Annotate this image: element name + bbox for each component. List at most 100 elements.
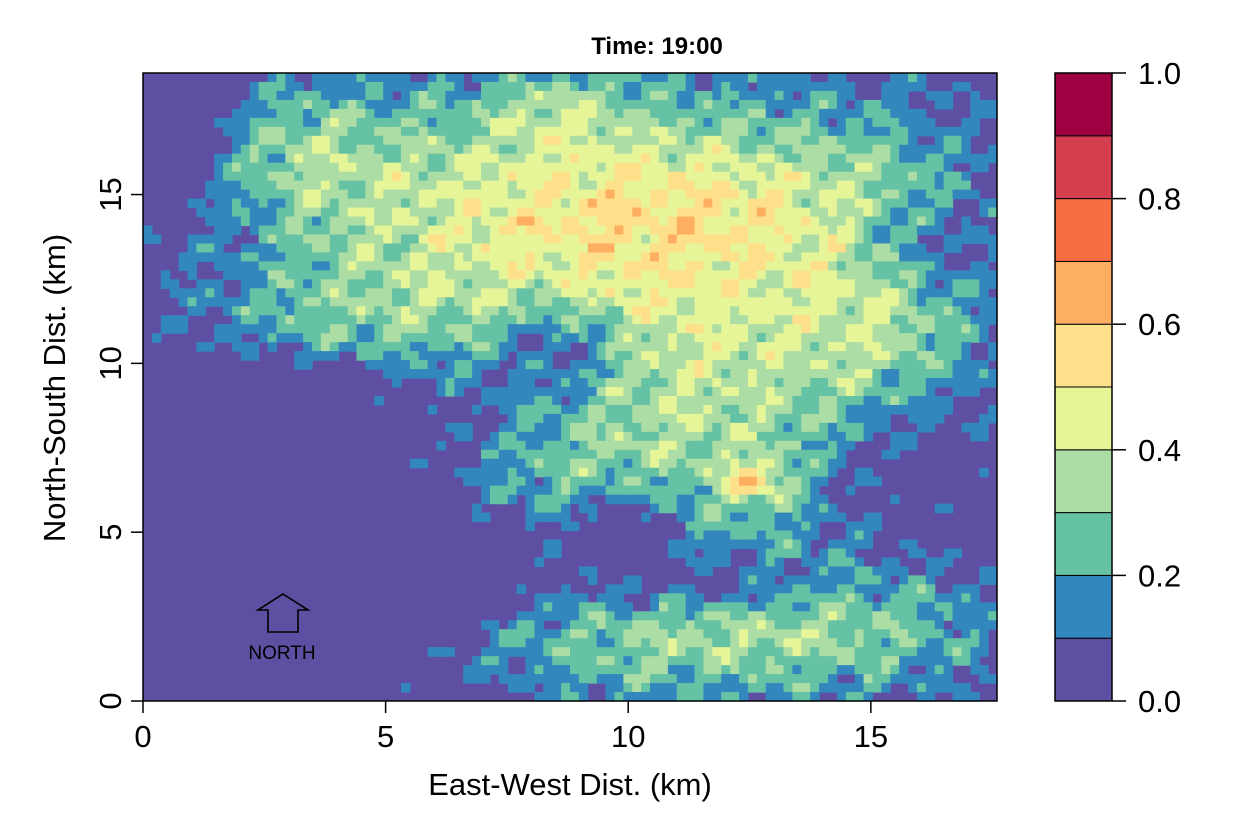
- contour-cell: [641, 440, 651, 451]
- contour-cell: [516, 135, 527, 146]
- contour-cell: [294, 252, 304, 262]
- contour-cell: [285, 81, 295, 92]
- contour-cell: [249, 117, 260, 128]
- contour-cell: [543, 503, 553, 514]
- contour-cell: [739, 99, 749, 110]
- contour-cell: [427, 90, 438, 101]
- contour-cell: [916, 333, 927, 343]
- contour-cell: [570, 611, 580, 621]
- contour-cell: [570, 665, 580, 675]
- contour-cell: [792, 467, 802, 478]
- contour-cell: [863, 674, 874, 684]
- contour-cell: [739, 180, 749, 191]
- contour-cell: [276, 153, 286, 164]
- contour-cell: [587, 117, 598, 128]
- contour-cell: [694, 656, 705, 666]
- contour-cell: [623, 584, 633, 594]
- contour-cell: [409, 198, 420, 209]
- contour-cell: [676, 369, 687, 379]
- contour-cell: [810, 656, 820, 666]
- contour-cell: [658, 81, 669, 92]
- contour-cell: [676, 611, 687, 621]
- contour-cell: [223, 306, 233, 316]
- contour-cell: [578, 413, 589, 424]
- contour-cell: [694, 665, 705, 675]
- contour-cell: [596, 593, 607, 603]
- contour-cell: [570, 162, 580, 173]
- contour-cell: [409, 108, 420, 119]
- contour-cell: [783, 216, 793, 227]
- contour-cell: [623, 431, 633, 442]
- contour-cell: [792, 593, 802, 603]
- contour-cell: [489, 297, 500, 307]
- contour-cell: [943, 144, 954, 155]
- contour-cell: [561, 162, 571, 173]
- contour-cell: [685, 126, 696, 137]
- contour-cell: [676, 198, 687, 209]
- contour-cell: [400, 333, 411, 343]
- contour-cell: [801, 656, 811, 666]
- contour-cell: [596, 638, 607, 648]
- contour-cell: [774, 279, 785, 289]
- contour-cell: [747, 440, 758, 451]
- contour-cell: [774, 593, 785, 603]
- contour-cell: [534, 99, 544, 110]
- contour-cell: [765, 512, 776, 523]
- contour-cell: [845, 369, 856, 379]
- contour-cell: [810, 135, 820, 146]
- contour-cell: [365, 117, 375, 128]
- contour-cell: [979, 665, 989, 675]
- contour-cell: [801, 575, 811, 585]
- contour-cell: [703, 503, 713, 514]
- contour-cell: [765, 395, 776, 406]
- contour-cell: [934, 674, 945, 684]
- contour-cell: [525, 153, 536, 164]
- contour-cell: [303, 90, 313, 101]
- contour-cell: [774, 656, 785, 666]
- contour-cell: [489, 476, 500, 487]
- contour-cell: [899, 90, 909, 101]
- contour-cell: [819, 467, 829, 478]
- contour-cell: [667, 189, 678, 200]
- contour-cell: [881, 315, 891, 325]
- contour-cell: [819, 135, 829, 146]
- contour-cell: [712, 494, 722, 505]
- contour-cell: [774, 647, 785, 657]
- contour-cell: [845, 351, 856, 361]
- contour-cell: [721, 593, 731, 603]
- contour-cell: [481, 333, 491, 343]
- contour-cell: [765, 692, 776, 702]
- contour-cell: [427, 324, 438, 334]
- contour-cell: [383, 261, 393, 271]
- contour-cell: [854, 647, 865, 657]
- contour-cell: [418, 81, 429, 92]
- contour-cell: [445, 171, 455, 182]
- contour-cell: [320, 117, 331, 128]
- contour-cell: [810, 189, 820, 200]
- contour-cell: [925, 126, 936, 137]
- contour-cell: [196, 234, 206, 245]
- contour-cell: [605, 449, 616, 460]
- contour-cell: [587, 279, 598, 289]
- contour-cell: [774, 90, 785, 101]
- contour-cell: [205, 234, 215, 245]
- contour-cell: [676, 180, 687, 191]
- contour-cell: [409, 369, 420, 379]
- contour-cell: [890, 135, 900, 146]
- contour-cell: [685, 261, 696, 271]
- contour-cell: [899, 216, 909, 227]
- contour-cell: [765, 494, 776, 505]
- contour-cell: [899, 629, 909, 639]
- contour-cell: [925, 647, 936, 657]
- contour-cell: [223, 333, 233, 343]
- contour-cell: [641, 378, 651, 388]
- contour-cell: [614, 404, 624, 415]
- contour-cell: [792, 413, 802, 424]
- contour-cell: [694, 395, 705, 406]
- contour-cell: [507, 476, 518, 487]
- contour-cell: [916, 306, 927, 316]
- contour-cell: [641, 476, 651, 487]
- contour-cell: [294, 297, 304, 307]
- contour-cell: [507, 387, 518, 397]
- contour-cell: [756, 467, 767, 478]
